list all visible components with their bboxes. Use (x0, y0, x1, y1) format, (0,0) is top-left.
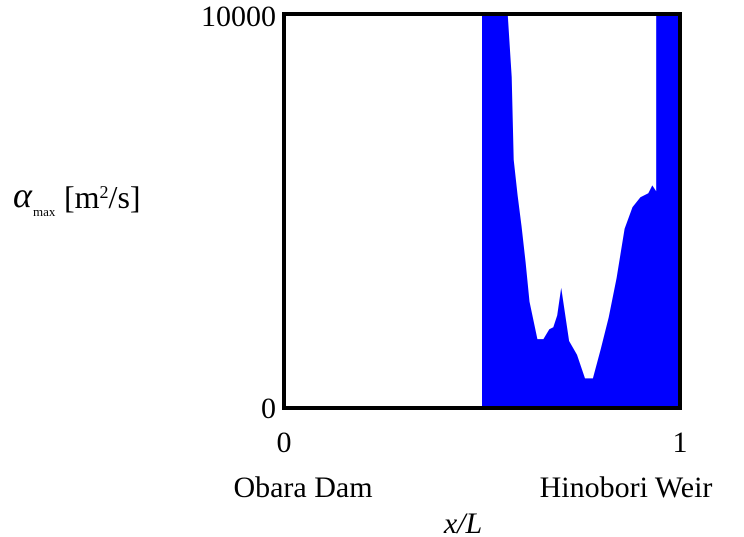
y-axis-label-unit-prefix: [m (64, 179, 100, 215)
y-axis-label-subscript: max (33, 204, 56, 219)
x-tick-label-max: 1 (673, 426, 688, 459)
x-endpoint-label-hinobori-weir: Hinobori Weir (540, 471, 713, 504)
y-axis-label: α max [m2/s] (13, 175, 141, 219)
y-axis-label-unit-suffix: /s] (109, 179, 141, 215)
x-axis-label: x/L (443, 507, 482, 537)
plot-frame (282, 12, 682, 410)
x-tick-label-min: 0 (277, 426, 292, 459)
y-tick-label-max: 10000 (201, 0, 276, 33)
y-axis-label-unit-superscript: 2 (100, 182, 109, 202)
series-area (482, 14, 680, 408)
x-endpoint-label-obara-dam: Obara Dam (233, 471, 372, 504)
y-axis-label-unit: [m2/s] (64, 179, 141, 215)
y-axis-label-symbol: α (13, 175, 33, 215)
y-tick-label-min: 0 (261, 392, 276, 425)
